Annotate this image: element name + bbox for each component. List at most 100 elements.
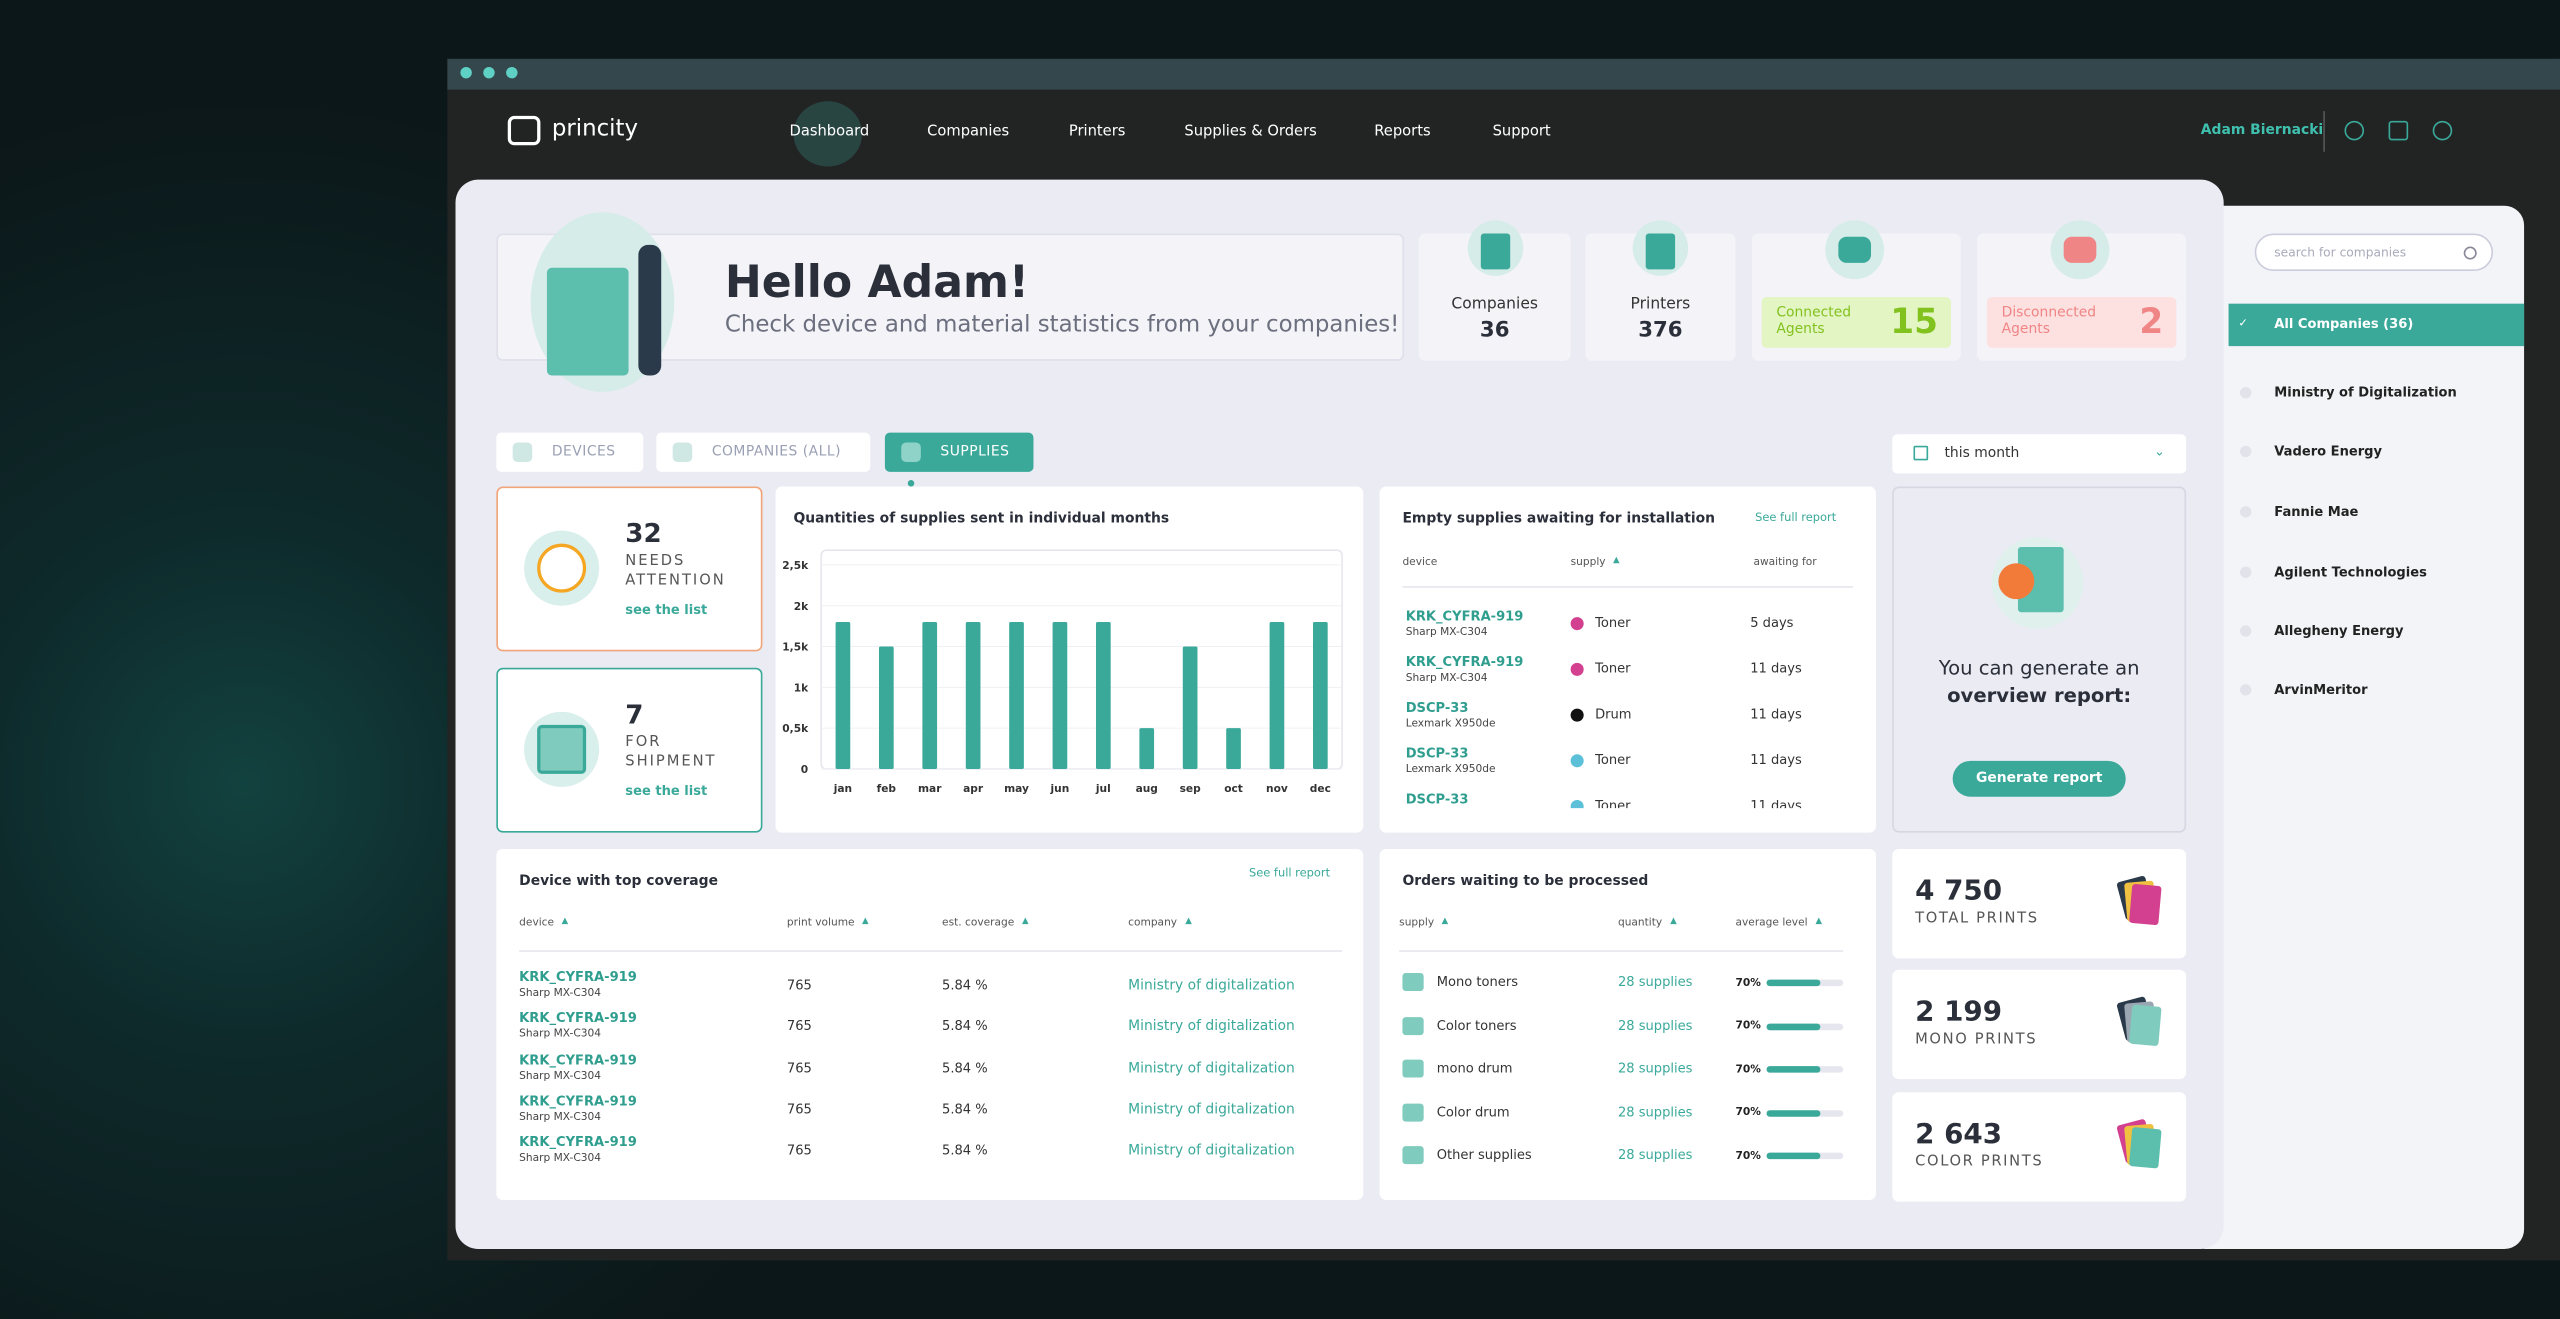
search-placeholder: search for companies — [2274, 244, 2407, 260]
device-name[interactable]: KRK_CYFRA-919 — [519, 1011, 637, 1026]
column-header: supply — [1399, 916, 1449, 929]
device-name[interactable]: KRK_CYFRA-919 — [519, 1052, 637, 1068]
total-value: 4 750 — [1915, 875, 2003, 908]
agent-label: Connected Agents — [1776, 305, 1852, 338]
company-item[interactable]: Ministry of Digitalization — [2229, 380, 2525, 406]
icon-button[interactable] — [2388, 120, 2409, 141]
quantity-link[interactable]: 28 supplies — [1617, 1148, 1693, 1164]
period-dropdown[interactable]: this month ⌄ — [1892, 434, 2187, 474]
quantity-link[interactable]: 28 supplies — [1617, 974, 1693, 990]
greeting-subtitle: Check device and material statistics fro… — [724, 311, 1400, 338]
device-name[interactable]: KRK_CYFRA-919 — [1405, 654, 1524, 670]
x-tick-label: feb — [877, 782, 897, 795]
sort-arrow[interactable] — [1670, 917, 1677, 925]
sort-arrow[interactable] — [862, 917, 870, 925]
company-link[interactable]: Ministry of digitalization — [1128, 1101, 1295, 1119]
tab-label: COMPANIES (ALL) — [711, 444, 841, 461]
agent-value: 2 — [2139, 302, 2164, 342]
icon-button[interactable] — [2432, 120, 2453, 141]
y-tick-label: 0 — [801, 763, 808, 776]
person-illustration — [638, 244, 662, 376]
nav-item[interactable]: Dashboard — [789, 124, 870, 141]
nav-item[interactable]: Supplies & Orders — [1184, 124, 1317, 141]
sort-arrow — [1613, 556, 1621, 564]
bar — [1095, 622, 1111, 769]
quantity-link[interactable]: 28 supplies — [1617, 1061, 1693, 1077]
user-name[interactable]: Adam Biernacki — [2200, 122, 2324, 139]
company-all[interactable]: ✓ All Companies (36) — [2228, 303, 2525, 347]
awaiting-time: 11 days — [1750, 798, 1802, 809]
company-link[interactable]: Ministry of digitalization — [1128, 1019, 1295, 1036]
device-name[interactable]: KRK_CYFRA-919 — [1405, 608, 1524, 624]
nav-item[interactable]: Support — [1492, 124, 1551, 141]
sort-arrow[interactable] — [1022, 917, 1029, 925]
nav-item[interactable]: Reports — [1374, 124, 1431, 141]
device-name[interactable]: DSCP-33 — [1405, 700, 1469, 716]
nav-item[interactable]: Printers — [1068, 124, 1126, 141]
y-tick-label: 1k — [794, 681, 809, 694]
bar — [1182, 646, 1198, 769]
generate-button[interactable]: Generate report — [1952, 760, 2126, 797]
company-item[interactable]: Allegheny Energy — [2229, 619, 2525, 645]
stat-label: Companies — [1451, 295, 1538, 314]
alert-card: 7 FOR SHIPMENT see the list — [496, 667, 763, 833]
full-report-link[interactable]: See full report — [1755, 511, 1837, 525]
tab[interactable]: SUPPLIES — [884, 432, 1034, 472]
supply-name: Toner — [1595, 752, 1631, 768]
total-label: TOTAL PRINTS — [1915, 911, 2039, 928]
print-volume: 765 — [786, 977, 812, 993]
plot-area — [820, 549, 1343, 770]
bar — [1269, 622, 1285, 769]
checkbox — [2239, 445, 2252, 458]
y-tick-label: 2k — [794, 600, 809, 613]
tab[interactable]: COMPANIES (ALL) — [656, 432, 871, 472]
alert-link[interactable]: see the list — [625, 783, 708, 799]
total-card: 4 750 TOTAL PRINTS — [1892, 848, 2187, 959]
bar — [1009, 622, 1024, 769]
alert-link[interactable]: see the list — [625, 602, 708, 618]
level-bar — [1766, 1023, 1821, 1030]
company-all-label: All Companies (36) — [2274, 316, 2414, 332]
tab-icon — [672, 442, 693, 463]
stat-value: 36 — [1479, 318, 1510, 343]
device-name[interactable]: KRK_CYFRA-919 — [519, 1134, 637, 1150]
device-name[interactable]: KRK_CYFRA-919 — [519, 1093, 637, 1109]
sort-arrow[interactable] — [1185, 917, 1192, 925]
company-link[interactable]: Ministry of digitalization — [1128, 1143, 1295, 1160]
sort-arrow[interactable] — [562, 917, 569, 925]
x-tick-label: nov — [1266, 782, 1288, 795]
supply-name: Drum — [1595, 706, 1632, 722]
company-link[interactable]: Ministry of digitalization — [1128, 977, 1295, 995]
x-tick-label: jul — [1095, 782, 1111, 795]
coverage-value: 5.84 % — [942, 1101, 988, 1117]
company-item[interactable]: ArvinMeritor — [2229, 678, 2525, 704]
company-item[interactable]: Fannie Mae — [2229, 500, 2525, 526]
company-name: ArvinMeritor — [2274, 682, 2368, 698]
device-model: Sharp MX-C304 — [519, 1110, 602, 1124]
icon-button[interactable] — [2344, 120, 2365, 141]
supply-name: Color drum — [1436, 1104, 1510, 1120]
checkmark: ✓ — [2238, 316, 2248, 330]
total-card: 2 643 COLOR PRINTS — [1892, 1092, 2187, 1202]
print-volume: 765 — [786, 1019, 812, 1034]
device-name[interactable]: KRK_CYFRA-919 — [519, 969, 637, 985]
company-item[interactable]: Vadero Energy — [2229, 439, 2525, 465]
quantity-link[interactable]: 28 supplies — [1617, 1104, 1693, 1120]
device-name[interactable]: DSCP-33 — [1405, 746, 1469, 761]
full-report-link[interactable]: See full report — [1248, 866, 1331, 880]
company-link[interactable]: Ministry of digitalization — [1128, 1060, 1295, 1077]
alert-label: NEEDS ATTENTION — [625, 553, 726, 590]
search-box[interactable]: search for companies — [2254, 233, 2494, 272]
quantity-link[interactable]: 28 supplies — [1617, 1018, 1693, 1033]
tab[interactable]: DEVICES — [496, 432, 644, 472]
nav-item[interactable]: Companies — [927, 124, 1010, 141]
bar — [1312, 622, 1328, 769]
chart-card: Quantities of supplies sent in individua… — [775, 486, 1364, 833]
company-item[interactable]: Agilent Technologies — [2229, 560, 2525, 586]
tab-label: SUPPLIES — [940, 444, 1010, 461]
sort-arrow[interactable] — [1815, 917, 1823, 925]
level-label: 70% — [1735, 975, 1761, 989]
stat-card: Printers 376 — [1585, 220, 1736, 361]
sort-arrow[interactable] — [1442, 917, 1449, 925]
device-name[interactable]: DSCP-33 — [1405, 791, 1469, 807]
